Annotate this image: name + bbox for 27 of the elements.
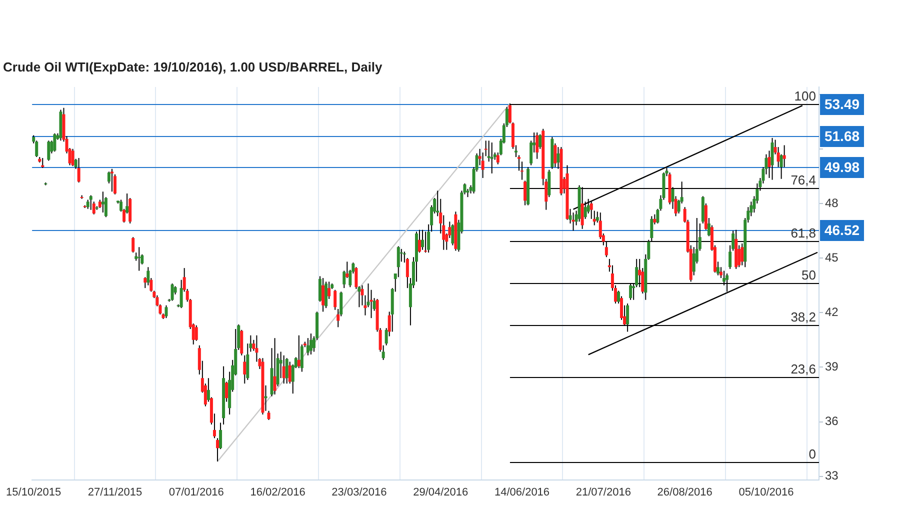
y-tick-label: 45 xyxy=(825,250,839,264)
ref-line-label: 51.68 xyxy=(824,128,860,144)
y-tick-label: 33 xyxy=(825,468,839,483)
x-tick-label: 14/06/2016 xyxy=(494,486,550,499)
annotation: 76,4 xyxy=(790,172,816,188)
x-tick-label: 23/03/2016 xyxy=(332,486,387,499)
x-tick-label: 29/04/2016 xyxy=(413,486,468,499)
x-tick-label: 16/02/2016 xyxy=(250,486,306,499)
x-tick-label: 05/10/2016 xyxy=(738,486,794,499)
annotation: 100 xyxy=(794,88,816,104)
y-tick-label: 48 xyxy=(825,196,839,210)
chart-title: Crude Oil WTI(ExpDate: 19/10/2016), 1.00 USD/BARREL, Daily xyxy=(3,60,384,75)
annotation: 50 xyxy=(802,268,816,282)
x-tick-label: 21/07/2016 xyxy=(576,486,631,499)
ref-line-label: 53.49 xyxy=(824,96,860,112)
y-tick-label: 42 xyxy=(825,304,839,319)
ref-line-label: 46.52 xyxy=(824,222,860,238)
annotation: 38,2 xyxy=(790,310,816,324)
x-tick-label: 15/10/2015 xyxy=(6,486,62,499)
y-tick-label: 39 xyxy=(825,360,839,374)
ref-line-label: 49.98 xyxy=(824,158,860,175)
annotation: 23,6 xyxy=(790,362,816,376)
annotation: 0 xyxy=(808,446,816,462)
y-tick-label: 36 xyxy=(825,414,839,428)
x-tick-label: 27/11/2015 xyxy=(88,486,142,499)
x-tick-label: 07/01/2016 xyxy=(168,486,224,499)
x-tick-label: 26/08/2016 xyxy=(657,486,712,499)
